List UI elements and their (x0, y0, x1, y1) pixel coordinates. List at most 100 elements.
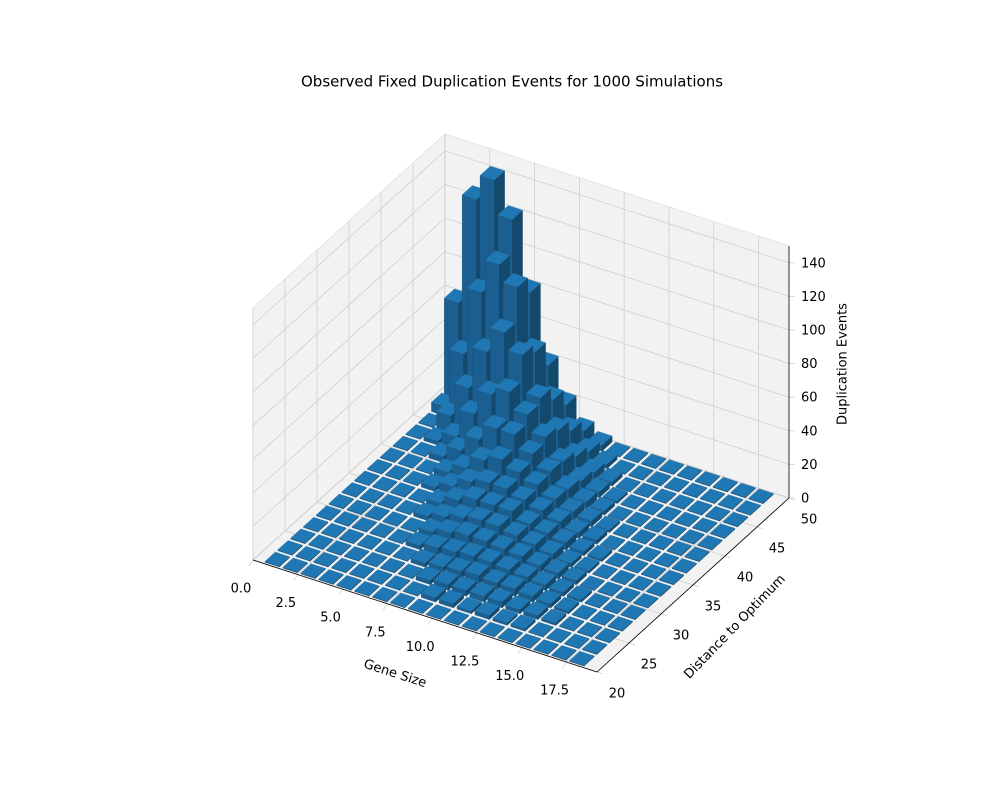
bar (656, 505, 682, 522)
bar-top (615, 587, 641, 602)
bar-top (497, 627, 523, 643)
bar (669, 494, 695, 510)
bar (712, 476, 738, 493)
bar-top (628, 465, 654, 480)
bar (438, 589, 464, 609)
bar-top (525, 551, 551, 566)
bar-top (515, 509, 541, 525)
bar-top (625, 511, 651, 527)
bar (362, 552, 388, 568)
bar (569, 651, 595, 667)
bar-top (484, 512, 511, 527)
bar-top (518, 439, 544, 455)
bar-top (602, 486, 628, 502)
x-tick-label: 15.0 (495, 669, 524, 684)
bar-top (449, 503, 475, 519)
bar (617, 540, 644, 557)
bar (282, 557, 308, 574)
bar (748, 488, 774, 505)
bar (600, 534, 626, 551)
bar-top (679, 529, 705, 544)
bar (528, 621, 554, 638)
bar (633, 482, 659, 499)
bar (518, 582, 544, 603)
bar (392, 435, 418, 452)
bar (505, 595, 531, 615)
bar-top (433, 570, 459, 585)
bar (408, 598, 434, 615)
bar-top (735, 500, 761, 515)
bar-top (420, 583, 447, 598)
x-tick-label: 0.0 (231, 582, 252, 597)
bar (602, 598, 628, 615)
x-tick-label: 5.0 (320, 611, 341, 626)
bar-top (584, 592, 610, 608)
bar-top (577, 506, 603, 521)
bar-top (346, 499, 372, 515)
bar (641, 564, 667, 580)
bar-top (699, 488, 726, 503)
bar (646, 471, 672, 487)
bar-top (344, 546, 370, 561)
bar-top (566, 585, 592, 600)
bar (372, 586, 398, 603)
bar (385, 464, 411, 481)
bar-top (546, 627, 572, 643)
bar-top (369, 522, 395, 538)
bar (628, 575, 654, 592)
tick-mark (660, 613, 668, 617)
bar-top (362, 552, 388, 567)
bar-top (559, 497, 585, 512)
bar-top (553, 474, 580, 490)
bar (587, 544, 613, 562)
bar-top (392, 435, 418, 451)
bar-top (397, 453, 424, 468)
bar (510, 614, 536, 632)
bar-top (525, 383, 551, 399)
bar (354, 581, 380, 597)
x-tick-label: 12.5 (450, 654, 479, 669)
bar-top (387, 528, 413, 544)
bar (315, 505, 342, 521)
bar-top (479, 165, 505, 181)
bar-top (641, 453, 667, 468)
bar-top (385, 464, 411, 480)
bar-top (648, 534, 674, 550)
bar-top (607, 505, 633, 521)
bar-top (674, 511, 700, 527)
bar-top (295, 546, 321, 561)
bar (474, 601, 500, 620)
bar (692, 517, 718, 534)
bar (392, 546, 418, 562)
grid-line (252, 184, 446, 359)
bar (328, 493, 354, 510)
bar-top (423, 533, 449, 549)
bar (620, 604, 646, 621)
bar (313, 551, 339, 568)
bar-top (541, 608, 567, 623)
bar-top (282, 557, 308, 573)
y-tick-label: 35 (705, 600, 722, 615)
bar-top (321, 522, 347, 538)
bar-top (487, 445, 513, 460)
bar-top (482, 414, 508, 429)
bar-top (571, 487, 598, 502)
bar-top (328, 493, 354, 509)
bar (735, 500, 761, 516)
bar-top (277, 540, 303, 555)
bar-top (730, 482, 756, 498)
bar-top (748, 488, 774, 503)
bar (303, 517, 329, 533)
bar (351, 517, 377, 533)
bar-top (605, 552, 631, 567)
bar-top (500, 420, 526, 435)
bar-top (408, 598, 434, 613)
bar-top (318, 569, 344, 584)
tick-mark (596, 671, 604, 675)
bar-top (443, 610, 470, 625)
bar (379, 557, 406, 574)
bar-top (579, 575, 605, 590)
bar (308, 534, 334, 550)
bar-top (628, 575, 654, 590)
